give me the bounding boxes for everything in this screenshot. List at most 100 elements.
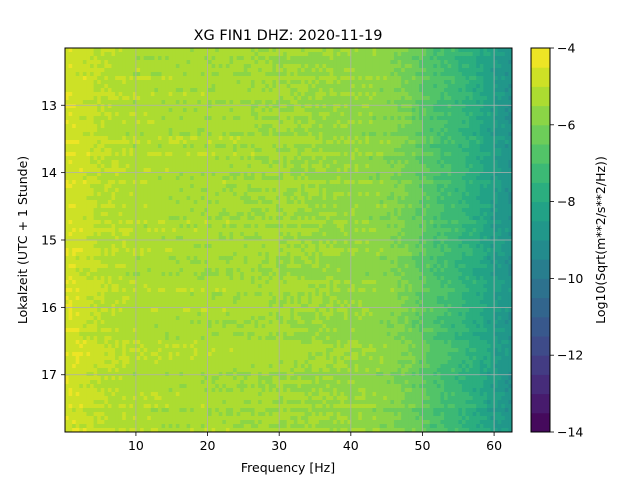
heatmap-cell xyxy=(454,204,459,209)
heatmap-cell xyxy=(190,52,195,57)
heatmap-cell xyxy=(222,188,227,193)
heatmap-cell xyxy=(393,196,399,201)
heatmap-cell xyxy=(283,52,288,57)
heatmap-cell xyxy=(479,72,484,77)
heatmap-cell xyxy=(397,168,402,173)
heatmap-cell xyxy=(358,156,363,161)
heatmap-cell xyxy=(75,148,80,153)
heatmap-cell xyxy=(365,104,370,109)
heatmap-cell xyxy=(279,200,284,205)
heatmap-cell xyxy=(236,48,241,53)
heatmap-cell xyxy=(476,76,481,81)
heatmap-cell xyxy=(336,180,341,185)
heatmap-cell xyxy=(225,148,231,153)
heatmap-cell xyxy=(311,96,316,101)
heatmap-cell xyxy=(408,204,413,209)
heatmap-cell xyxy=(461,180,467,185)
heatmap-cell xyxy=(93,128,98,133)
heatmap-cell xyxy=(265,172,270,177)
heatmap-cell xyxy=(390,200,395,205)
heatmap-cell xyxy=(250,120,256,125)
heatmap-cell xyxy=(465,172,470,177)
heatmap-cell xyxy=(454,180,459,185)
heatmap-cell xyxy=(122,48,127,53)
heatmap-cell xyxy=(222,152,227,157)
heatmap-cell xyxy=(122,160,127,165)
heatmap-cell xyxy=(258,136,263,141)
heatmap-cell xyxy=(454,100,459,105)
heatmap-cell xyxy=(161,76,166,81)
heatmap-cell xyxy=(336,132,341,137)
heatmap-cell xyxy=(211,48,216,53)
heatmap-cell xyxy=(368,64,374,69)
heatmap-cell xyxy=(265,132,270,137)
heatmap-cell xyxy=(368,168,374,173)
heatmap-cell xyxy=(107,176,113,181)
heatmap-cell xyxy=(497,168,502,173)
heatmap-cell xyxy=(326,100,331,105)
heatmap-cell xyxy=(240,124,245,129)
heatmap-cell xyxy=(408,144,413,149)
heatmap-cell xyxy=(379,68,384,73)
heatmap-cell xyxy=(340,156,345,161)
heatmap-cell xyxy=(301,100,306,105)
heatmap-cell xyxy=(208,136,213,141)
heatmap-cell xyxy=(440,196,445,201)
heatmap-cell xyxy=(283,80,288,85)
heatmap-cell xyxy=(290,140,295,145)
heatmap-cell xyxy=(147,96,152,101)
heatmap-cell xyxy=(454,48,459,53)
heatmap-cell xyxy=(118,140,123,145)
heatmap-cell xyxy=(440,172,445,177)
heatmap-cell xyxy=(322,160,327,165)
heatmap-cell xyxy=(444,188,449,193)
heatmap-cell xyxy=(415,72,420,77)
heatmap-cell xyxy=(168,72,173,77)
heatmap-cell xyxy=(265,76,270,81)
heatmap-cell xyxy=(125,120,130,125)
heatmap-cell xyxy=(179,168,184,173)
heatmap-cell xyxy=(343,164,349,169)
heatmap-cell xyxy=(343,196,349,201)
heatmap-cell xyxy=(404,80,409,85)
heatmap-cell xyxy=(86,68,91,73)
heatmap-cell xyxy=(379,56,384,61)
heatmap-cell xyxy=(494,160,499,165)
heatmap-cell xyxy=(172,128,177,133)
heatmap-cell xyxy=(365,140,370,145)
heatmap-cell xyxy=(165,92,170,97)
heatmap-cell xyxy=(190,172,195,177)
heatmap-cell xyxy=(415,204,420,209)
heatmap-cell xyxy=(250,140,256,145)
heatmap-cell xyxy=(190,176,195,181)
heatmap-cell xyxy=(476,136,481,141)
heatmap-cell xyxy=(86,192,91,197)
heatmap-cell xyxy=(358,180,363,185)
heatmap-cell xyxy=(465,144,470,149)
heatmap-cell xyxy=(168,156,173,161)
heatmap-cell xyxy=(82,88,88,93)
heatmap-cell xyxy=(183,192,188,197)
heatmap-cell xyxy=(175,48,181,53)
heatmap-cell xyxy=(308,68,313,73)
heatmap-cell xyxy=(329,112,334,117)
heatmap-cell xyxy=(140,196,145,201)
heatmap-cell xyxy=(154,80,159,85)
heatmap-cell xyxy=(79,80,84,85)
heatmap-cell xyxy=(333,148,338,153)
heatmap-cell xyxy=(322,164,327,169)
heatmap-cell xyxy=(340,100,345,105)
heatmap-cell xyxy=(426,160,431,165)
heatmap-cell xyxy=(393,184,399,189)
heatmap-cell xyxy=(351,96,356,101)
heatmap-cell xyxy=(440,128,445,133)
heatmap-cell xyxy=(465,156,470,161)
heatmap-cell xyxy=(322,72,327,77)
heatmap-cell xyxy=(444,112,449,117)
heatmap-cell xyxy=(419,72,424,77)
heatmap-cell xyxy=(208,48,213,53)
heatmap-cell xyxy=(193,128,198,133)
heatmap-cell xyxy=(140,172,145,177)
heatmap-cell xyxy=(261,64,266,69)
heatmap-cell xyxy=(222,48,227,53)
